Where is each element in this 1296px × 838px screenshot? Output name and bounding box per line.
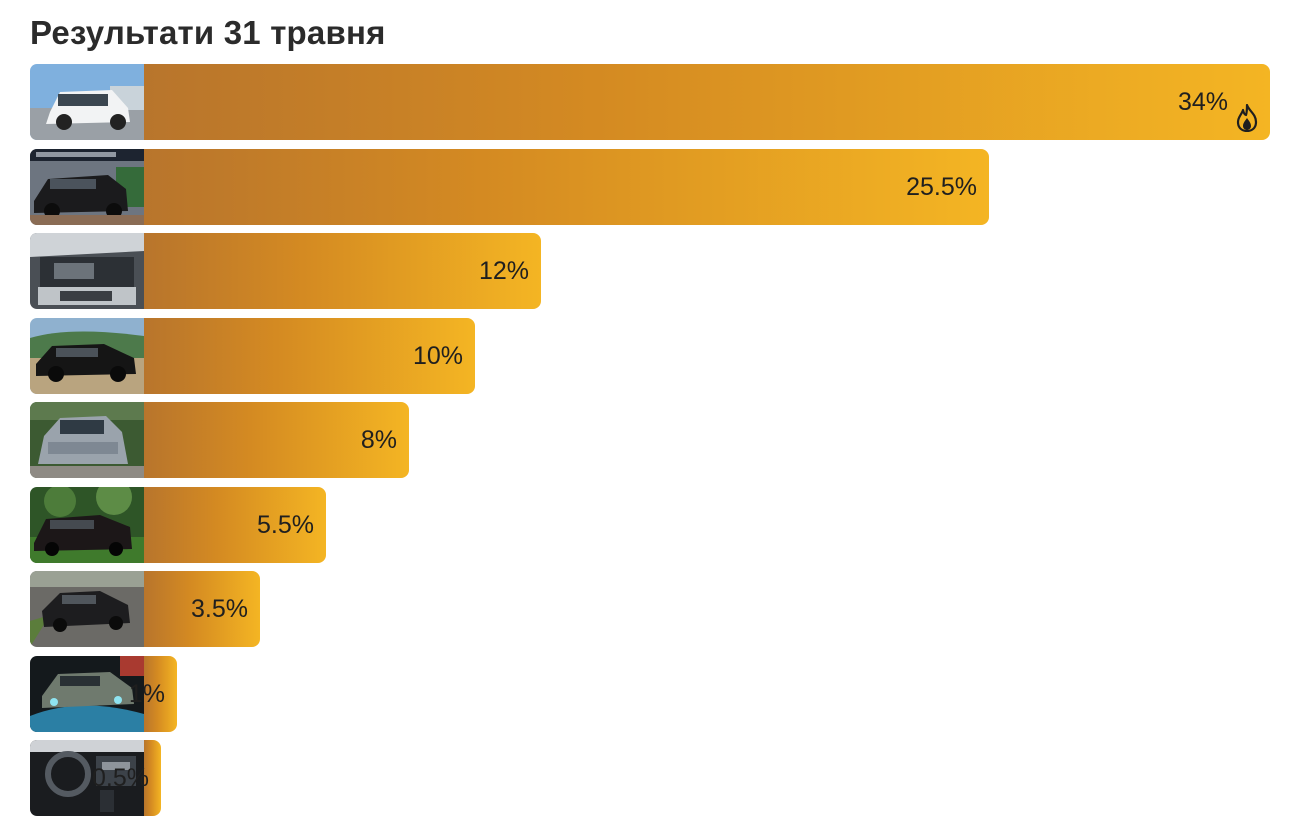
- data-label-text: 0.5%: [92, 764, 149, 792]
- bar: [144, 740, 161, 816]
- data-label: 34%: [1178, 64, 1258, 140]
- bar-row: 3.5%: [30, 571, 260, 647]
- bar-row: 25.5%: [30, 148, 989, 225]
- bar-row: 1%: [30, 655, 177, 732]
- data-label: 25.5%: [906, 149, 977, 225]
- data-label: 1%: [129, 656, 165, 732]
- silver-sedan-photo: [30, 402, 144, 478]
- black-sedan-countryside-photo: [30, 318, 144, 394]
- data-label-text: 8%: [360, 426, 397, 454]
- silver-sedan-night-photo: [30, 656, 144, 732]
- data-label-text: 34%: [1177, 88, 1228, 116]
- data-label-text: 10%: [412, 341, 463, 370]
- bar: [144, 655, 177, 732]
- data-label-text: 3.5%: [191, 595, 248, 623]
- bar: [144, 233, 541, 309]
- data-label: 8%: [361, 402, 397, 478]
- data-label-text: 12%: [478, 257, 529, 285]
- bar-row: 8%: [30, 402, 409, 478]
- bar: [144, 148, 989, 225]
- data-label-text: 25.5%: [906, 172, 977, 201]
- bar: [144, 64, 1270, 140]
- bar-row: 34%: [30, 64, 1270, 140]
- fire-icon: [1236, 86, 1258, 133]
- bar-chart: 34% 25.5% 12% 10% 8% 5.5% 3.5% 1% 0.5%: [30, 64, 1270, 824]
- bar-row: 5.5%: [30, 486, 326, 563]
- bar-row: 10%: [30, 317, 475, 394]
- bar-row: 12%: [30, 233, 541, 309]
- black-coupe-photo: [30, 571, 144, 647]
- dark-sedan-trees-photo: [30, 487, 144, 563]
- data-label: 5.5%: [257, 487, 314, 563]
- bar: [144, 571, 260, 647]
- data-label-text: 1%: [128, 679, 165, 708]
- chart-title: Результати 31 травня: [30, 14, 386, 51]
- data-label-text: 5.5%: [257, 510, 314, 539]
- bar: [144, 486, 326, 563]
- bar-row: 0.5%: [30, 740, 161, 816]
- data-label: 0.5%: [92, 740, 149, 816]
- engine-bay-photo: [30, 233, 144, 309]
- data-label: 10%: [413, 318, 463, 394]
- white-suv-photo: [30, 64, 144, 140]
- bar: [144, 317, 475, 394]
- bar: [144, 402, 409, 478]
- data-label: 3.5%: [191, 571, 248, 647]
- dark-sedan-photo: [30, 149, 144, 225]
- data-label: 12%: [479, 233, 529, 309]
